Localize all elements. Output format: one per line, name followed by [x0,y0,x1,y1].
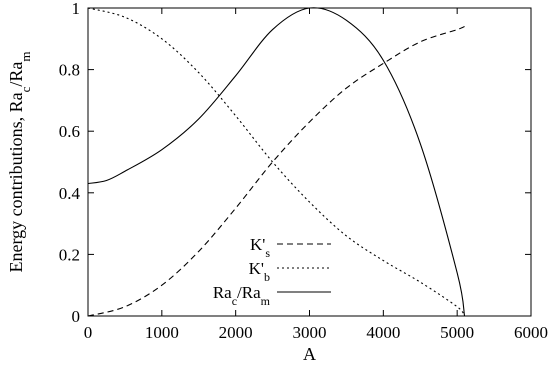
x-tick-label: 1000 [145,323,179,342]
y-tick-label: 0 [72,307,81,326]
x-tick-label: 3000 [293,323,327,342]
y-axis-label: Energy contributions, Rac/Ram [6,51,33,272]
legend-label-0: K's [250,235,270,260]
y-tick-label: 0.8 [59,61,80,80]
x-tick-label: 5000 [440,323,474,342]
y-tick-label: 1 [72,0,81,18]
series-line-1 [87,7,466,317]
x-axis: 0 1000 2000 3000 4000 5000 6000 [84,8,548,342]
x-tick-label: 2000 [219,323,253,342]
plot-border [87,7,532,317]
x-tick-label: 6000 [514,323,548,342]
y-tick-label: 0.2 [59,245,80,264]
x-tick-label: 4000 [366,323,400,342]
series-lines [87,7,466,317]
plot-frame [87,7,532,317]
series-line-0 [87,25,465,317]
y-tick-label: 0.4 [59,184,81,203]
legend-label-2: Rac/Ram [213,283,271,308]
legend-label-1: K'b [249,259,270,284]
x-axis-label: A [303,344,316,364]
y-tick-label: 0.6 [59,122,80,141]
y-axis: 0 0.2 0.4 0.6 0.8 1 [59,0,531,326]
series-line-2 [87,7,466,317]
x-tick-label: 0 [84,323,93,342]
